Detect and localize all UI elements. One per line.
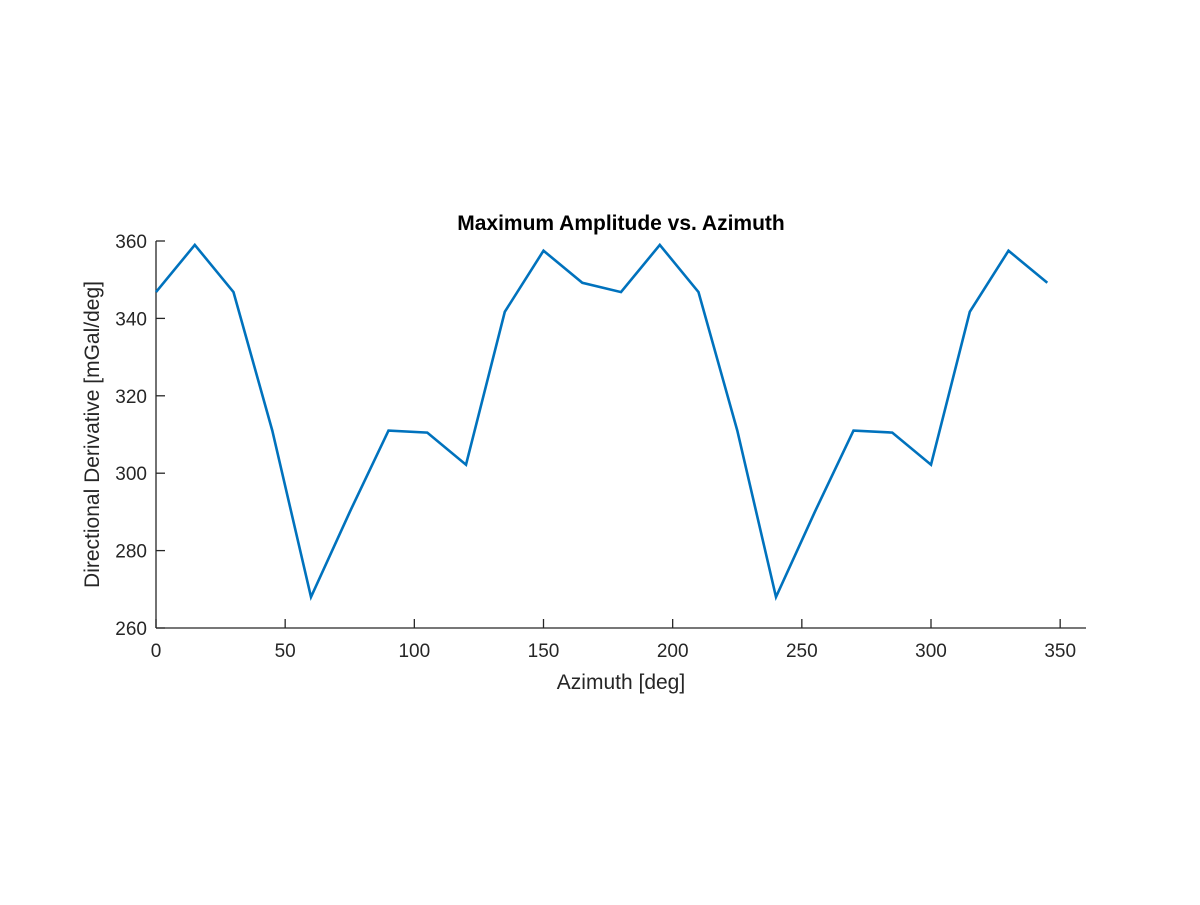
series-group: [154, 242, 1049, 602]
x-ticks: 0 50 100 150 200 250 300 350: [151, 619, 1076, 662]
x-tick-label: 350: [1044, 641, 1076, 662]
x-axis-label: Azimuth [deg]: [557, 671, 685, 694]
axes: [155, 241, 1086, 629]
y-tick-label: 320: [115, 387, 147, 408]
x-tick-label: 250: [786, 641, 818, 662]
y-tick-label: 280: [115, 542, 147, 563]
x-tick-label: 100: [398, 641, 430, 662]
y-ticks: 260 280 300 320 340 360: [115, 232, 165, 640]
chart-title: Maximum Amplitude vs. Azimuth: [457, 212, 784, 235]
x-tick-label: 0: [151, 641, 162, 662]
y-tick-label: 260: [115, 619, 147, 640]
x-tick-label: 50: [275, 641, 296, 662]
x-tick-label: 200: [657, 641, 689, 662]
y-axis-label: Directional Derivative [mGal/deg]: [81, 281, 104, 588]
y-tick-label: 300: [115, 464, 147, 485]
y-tick-label: 360: [115, 232, 147, 253]
y-tick-label: 340: [115, 309, 147, 330]
x-tick-label: 150: [528, 641, 560, 662]
series-line-1: [154, 242, 1049, 602]
x-tick-label: 300: [915, 641, 947, 662]
